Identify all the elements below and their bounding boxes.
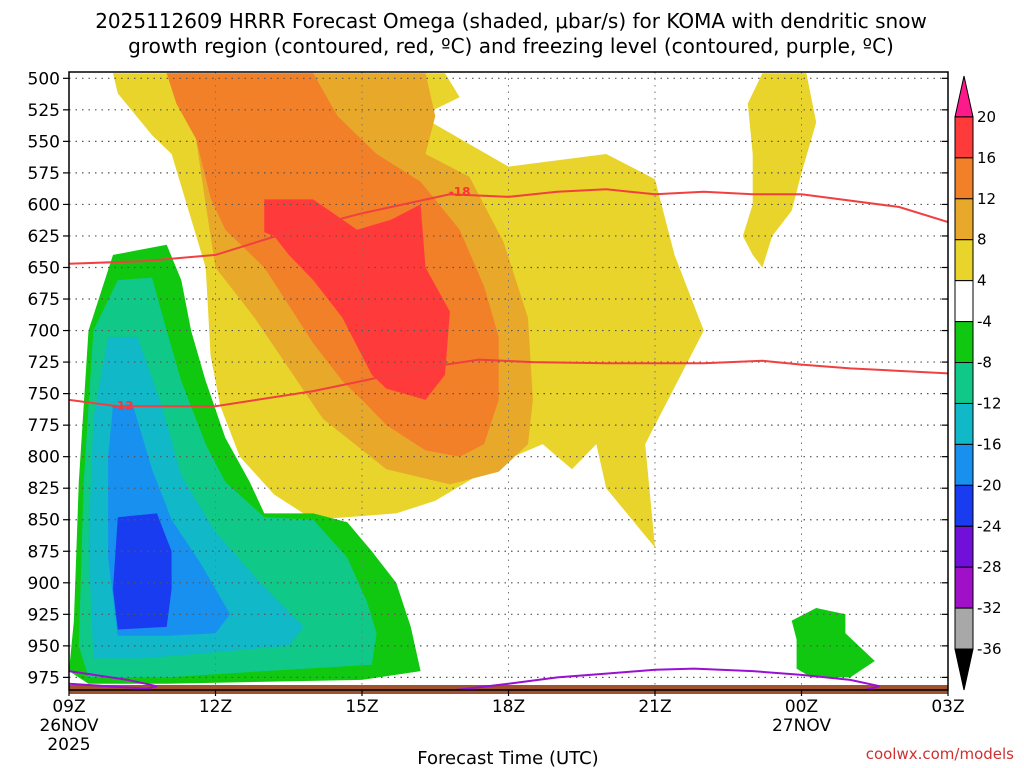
- y-tick-label-575: 575: [28, 164, 60, 184]
- colorbar-label-11: -28: [977, 558, 1002, 576]
- colorbar-label-1: 16: [977, 149, 996, 167]
- y-tick-label-725: 725: [28, 353, 60, 373]
- colorbar-label-0: 20: [977, 108, 996, 126]
- colorbar-bin-1: [954, 116, 974, 159]
- x-tick-label-0-0: 09Z: [52, 697, 85, 717]
- x-tick-label-0-2: 2025: [47, 735, 90, 755]
- colorbar-bin-4: [954, 239, 974, 282]
- y-tick-label-625: 625: [28, 227, 60, 247]
- colorbar-label-7: -12: [977, 394, 1002, 412]
- x-tick-label-6-0: 15Z: [345, 697, 378, 717]
- y-tick-label-950: 950: [28, 637, 60, 657]
- dgz-contour-0: [69, 188, 948, 265]
- grid-lines: [69, 72, 948, 690]
- colorbar-bin-7: [954, 362, 974, 404]
- credit-text: coolwx.com/models: [866, 745, 1014, 763]
- colorbar-label-6: -8: [977, 354, 992, 372]
- colorbar-label-12: -32: [977, 599, 1002, 617]
- x-tick-label-18-0: 03Z: [931, 697, 964, 717]
- colorbar-bin-13: [954, 607, 974, 650]
- dgz-contours: -18 -12: [69, 185, 948, 413]
- freezing-level-0: [69, 670, 158, 690]
- omega-region-4: [264, 199, 450, 400]
- pressure-axis: 500 525 550 575 600 625 650 675 700 725 750 775 800 8…: [28, 69, 948, 688]
- y-tick-label-700: 700: [28, 322, 60, 342]
- freezing-level-1: [447, 667, 880, 690]
- dgz-contour-1: [69, 358, 948, 408]
- y-tick-label-900: 900: [28, 574, 60, 594]
- y-tick-label-550: 550: [28, 132, 60, 152]
- y-tick-label-600: 600: [28, 195, 60, 215]
- y-tick-label-750: 750: [28, 385, 60, 405]
- y-tick-label-850: 850: [28, 511, 60, 531]
- colorbar-bin-3: [954, 198, 974, 241]
- x-tick-label-15-1: 27NOV: [772, 716, 831, 736]
- colorbar-arrow-top: [954, 75, 974, 118]
- colorbar-label-13: -36: [977, 640, 1002, 658]
- y-tick-label-925: 925: [28, 605, 60, 625]
- y-tick-label-875: 875: [28, 542, 60, 562]
- y-tick-label-800: 800: [28, 448, 60, 468]
- title-line-2: growth region (contoured, red, ºC) and f…: [128, 34, 894, 58]
- x-tick-label-0-1: 26NOV: [39, 716, 98, 736]
- colorbar-bin-5: [954, 280, 974, 323]
- dgz-contour-label-0: -18: [449, 185, 471, 199]
- y-tick-label-825: 825: [28, 479, 60, 499]
- y-tick-label-975: 975: [28, 668, 60, 688]
- colorbar-arrow-bottom: [954, 648, 974, 691]
- dgz-contour-label-1: -12: [112, 399, 134, 413]
- colorbar-bin-9: [954, 443, 974, 486]
- colorbar-label-4: 4: [977, 272, 987, 290]
- y-tick-label-525: 525: [28, 101, 60, 121]
- colorbar-label-9: -20: [977, 476, 1002, 494]
- colorbar-label-8: -16: [977, 435, 1002, 453]
- omega-region-10: [113, 513, 172, 630]
- omega-region-1: [742, 73, 817, 268]
- x-tick-label-3-0: 12Z: [199, 697, 232, 717]
- colorbar-bin-12: [954, 566, 974, 609]
- omega-region-6: [791, 608, 875, 678]
- colorbar-bin-2: [954, 157, 974, 200]
- x-tick-label-9-0: 18Z: [492, 697, 525, 717]
- colorbar-bin-8: [954, 402, 974, 445]
- colorbar-label-10: -24: [977, 517, 1002, 535]
- y-tick-label-500: 500: [28, 69, 60, 89]
- colorbar-label-3: 8: [977, 231, 987, 249]
- x-tick-label-12-0: 21Z: [638, 697, 671, 717]
- x-tick-label-15-0: 00Z: [785, 697, 818, 717]
- freezing-level-contours: [69, 667, 880, 690]
- colorbar: 20 16 12 8 4 -4 -8 -12 -16 -20 -24 -28 -32 -36: [954, 75, 1002, 691]
- colorbar-bin-10: [954, 484, 974, 527]
- y-tick-label-675: 675: [28, 290, 60, 310]
- colorbar-label-2: 12: [977, 190, 996, 208]
- y-tick-label-775: 775: [28, 416, 60, 436]
- x-axis-label: Forecast Time (UTC): [417, 748, 598, 768]
- colorbar-bin-11: [954, 525, 974, 568]
- y-tick-label-650: 650: [28, 258, 60, 278]
- omega-shaded-layer: [69, 73, 875, 684]
- colorbar-bin-6: [954, 321, 974, 364]
- colorbar-label-5: -4: [977, 313, 992, 331]
- title-line-1: 2025112609 HRRR Forecast Omega (shaded, …: [95, 9, 927, 33]
